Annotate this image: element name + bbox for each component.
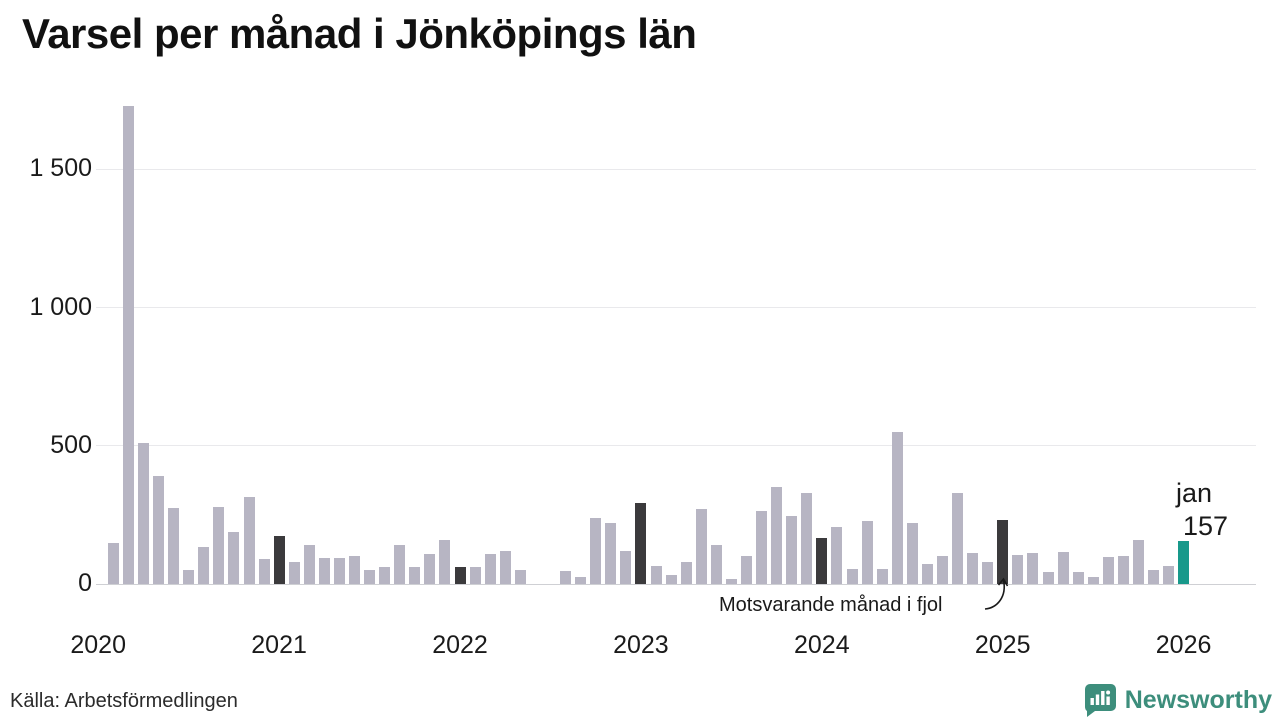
newsworthy-logo[interactable]: Newsworthy [1082, 682, 1272, 718]
bar-2023-06 [710, 545, 722, 584]
bar-2021-03 [303, 545, 315, 584]
gridline-500 [96, 445, 1256, 447]
x-axis-label-2026: 2026 [1155, 631, 1212, 659]
bar-2023-01 [635, 503, 647, 584]
bar-2022-02 [469, 566, 481, 584]
page-title: Varsel per månad i Jönköpings län [22, 10, 697, 57]
bar-2020-07 [183, 570, 195, 584]
bar-2023-05 [695, 508, 707, 584]
bar-2024-03 [846, 568, 858, 584]
bar-2024-06 [891, 432, 903, 584]
bar-2024-02 [831, 527, 843, 584]
bar-2023-04 [680, 561, 692, 584]
bar-2021-02 [288, 561, 300, 584]
bar-2021-01 [273, 535, 285, 584]
gridline-1500 [96, 168, 1256, 170]
bar-2024-05 [876, 568, 888, 584]
bar-2020-05 [153, 476, 164, 584]
bar-2025-06 [1072, 571, 1084, 584]
bar-2021-08 [379, 567, 391, 584]
gridline-0 [96, 583, 1256, 585]
y-axis-label-0: 0 [78, 569, 92, 597]
y-axis-label-500: 500 [50, 430, 92, 459]
x-axis-label-2022: 2022 [432, 631, 488, 659]
bar-2025-02 [1012, 555, 1024, 584]
bar-2021-10 [409, 567, 421, 584]
bar-2020-06 [168, 508, 180, 584]
bar-2024-10 [952, 492, 963, 584]
bar-2024-01 [816, 537, 828, 584]
bar-2023-07 [725, 579, 737, 584]
bar-2025-05 [1057, 551, 1069, 584]
bar-2021-05 [333, 557, 345, 584]
bar-2022-10 [590, 517, 602, 584]
bar-2024-11 [967, 552, 979, 584]
latest-value-number: 157 [1183, 511, 1229, 541]
bar-2021-04 [318, 557, 330, 584]
bar-2021-09 [394, 545, 406, 584]
bar-2023-11 [786, 516, 798, 584]
bar-2024-08 [921, 564, 933, 584]
bar-2021-07 [364, 570, 376, 584]
bar-2022-04 [499, 550, 511, 584]
bar-2025-04 [1042, 572, 1054, 584]
bar-2020-04 [137, 443, 149, 584]
bar-2021-06 [349, 556, 360, 584]
bar-2025-03 [1027, 552, 1039, 584]
highlight-annotation: Motsvarande månad i fjol [719, 594, 943, 616]
bar-2025-11 [1148, 570, 1159, 584]
bar-2022-09 [575, 576, 587, 584]
bar-2022-05 [514, 570, 526, 584]
bar-2020-12 [258, 559, 270, 584]
bar-2022-08 [560, 570, 571, 584]
bar-2020-09 [213, 506, 225, 584]
bar-2021-11 [424, 553, 436, 584]
bar-2020-11 [243, 496, 255, 584]
bar-2022-12 [620, 550, 632, 584]
annotation-arrow-icon [984, 577, 1009, 610]
bar-2025-12 [1163, 565, 1174, 584]
x-axis-label-2023: 2023 [613, 631, 669, 659]
bar-2024-09 [936, 555, 948, 584]
bar-2025-01 [997, 519, 1009, 584]
bar-2023-09 [756, 510, 767, 584]
latest-value-label: jan 157 [1176, 477, 1228, 543]
bar-2025-10 [1132, 540, 1144, 584]
x-axis-label-2024: 2024 [793, 631, 850, 659]
bar-2020-08 [198, 546, 210, 584]
bar-2022-11 [605, 523, 617, 584]
y-axis-label-1000: 1 000 [29, 292, 92, 321]
bar-2020-10 [228, 531, 240, 584]
bar-2025-09 [1117, 555, 1129, 584]
bar-2024-07 [906, 523, 918, 584]
latest-value-month: jan [1176, 478, 1213, 508]
bar-2022-03 [484, 553, 496, 584]
bar-2025-07 [1087, 576, 1099, 584]
newsworthy-wordmark: Newsworthy [1124, 685, 1272, 714]
bar-2023-12 [801, 492, 813, 584]
source-credit: Källa: Arbetsförmedlingen [10, 690, 238, 712]
bar-2023-10 [771, 487, 783, 584]
newsworthy-bubble-chart-icon [1084, 684, 1116, 717]
x-axis-label-2025: 2025 [974, 631, 1031, 659]
bar-2024-12 [982, 562, 994, 584]
bar-2020-03 [122, 105, 134, 584]
x-axis-label-2021: 2021 [251, 631, 307, 659]
bar-2021-12 [439, 539, 451, 584]
gridline-1000 [96, 307, 1256, 309]
bar-2025-08 [1102, 556, 1114, 584]
bar-2026-01 [1178, 540, 1190, 584]
bar-2020-02 [107, 542, 119, 584]
bar-2023-02 [650, 566, 662, 584]
y-axis-label-1500: 1 500 [29, 154, 92, 183]
bar-2023-03 [665, 574, 677, 584]
bar-2022-01 [454, 567, 466, 584]
bar-2023-08 [740, 556, 752, 584]
bar-2024-04 [861, 521, 873, 584]
x-axis-label-2020: 2020 [70, 631, 126, 659]
